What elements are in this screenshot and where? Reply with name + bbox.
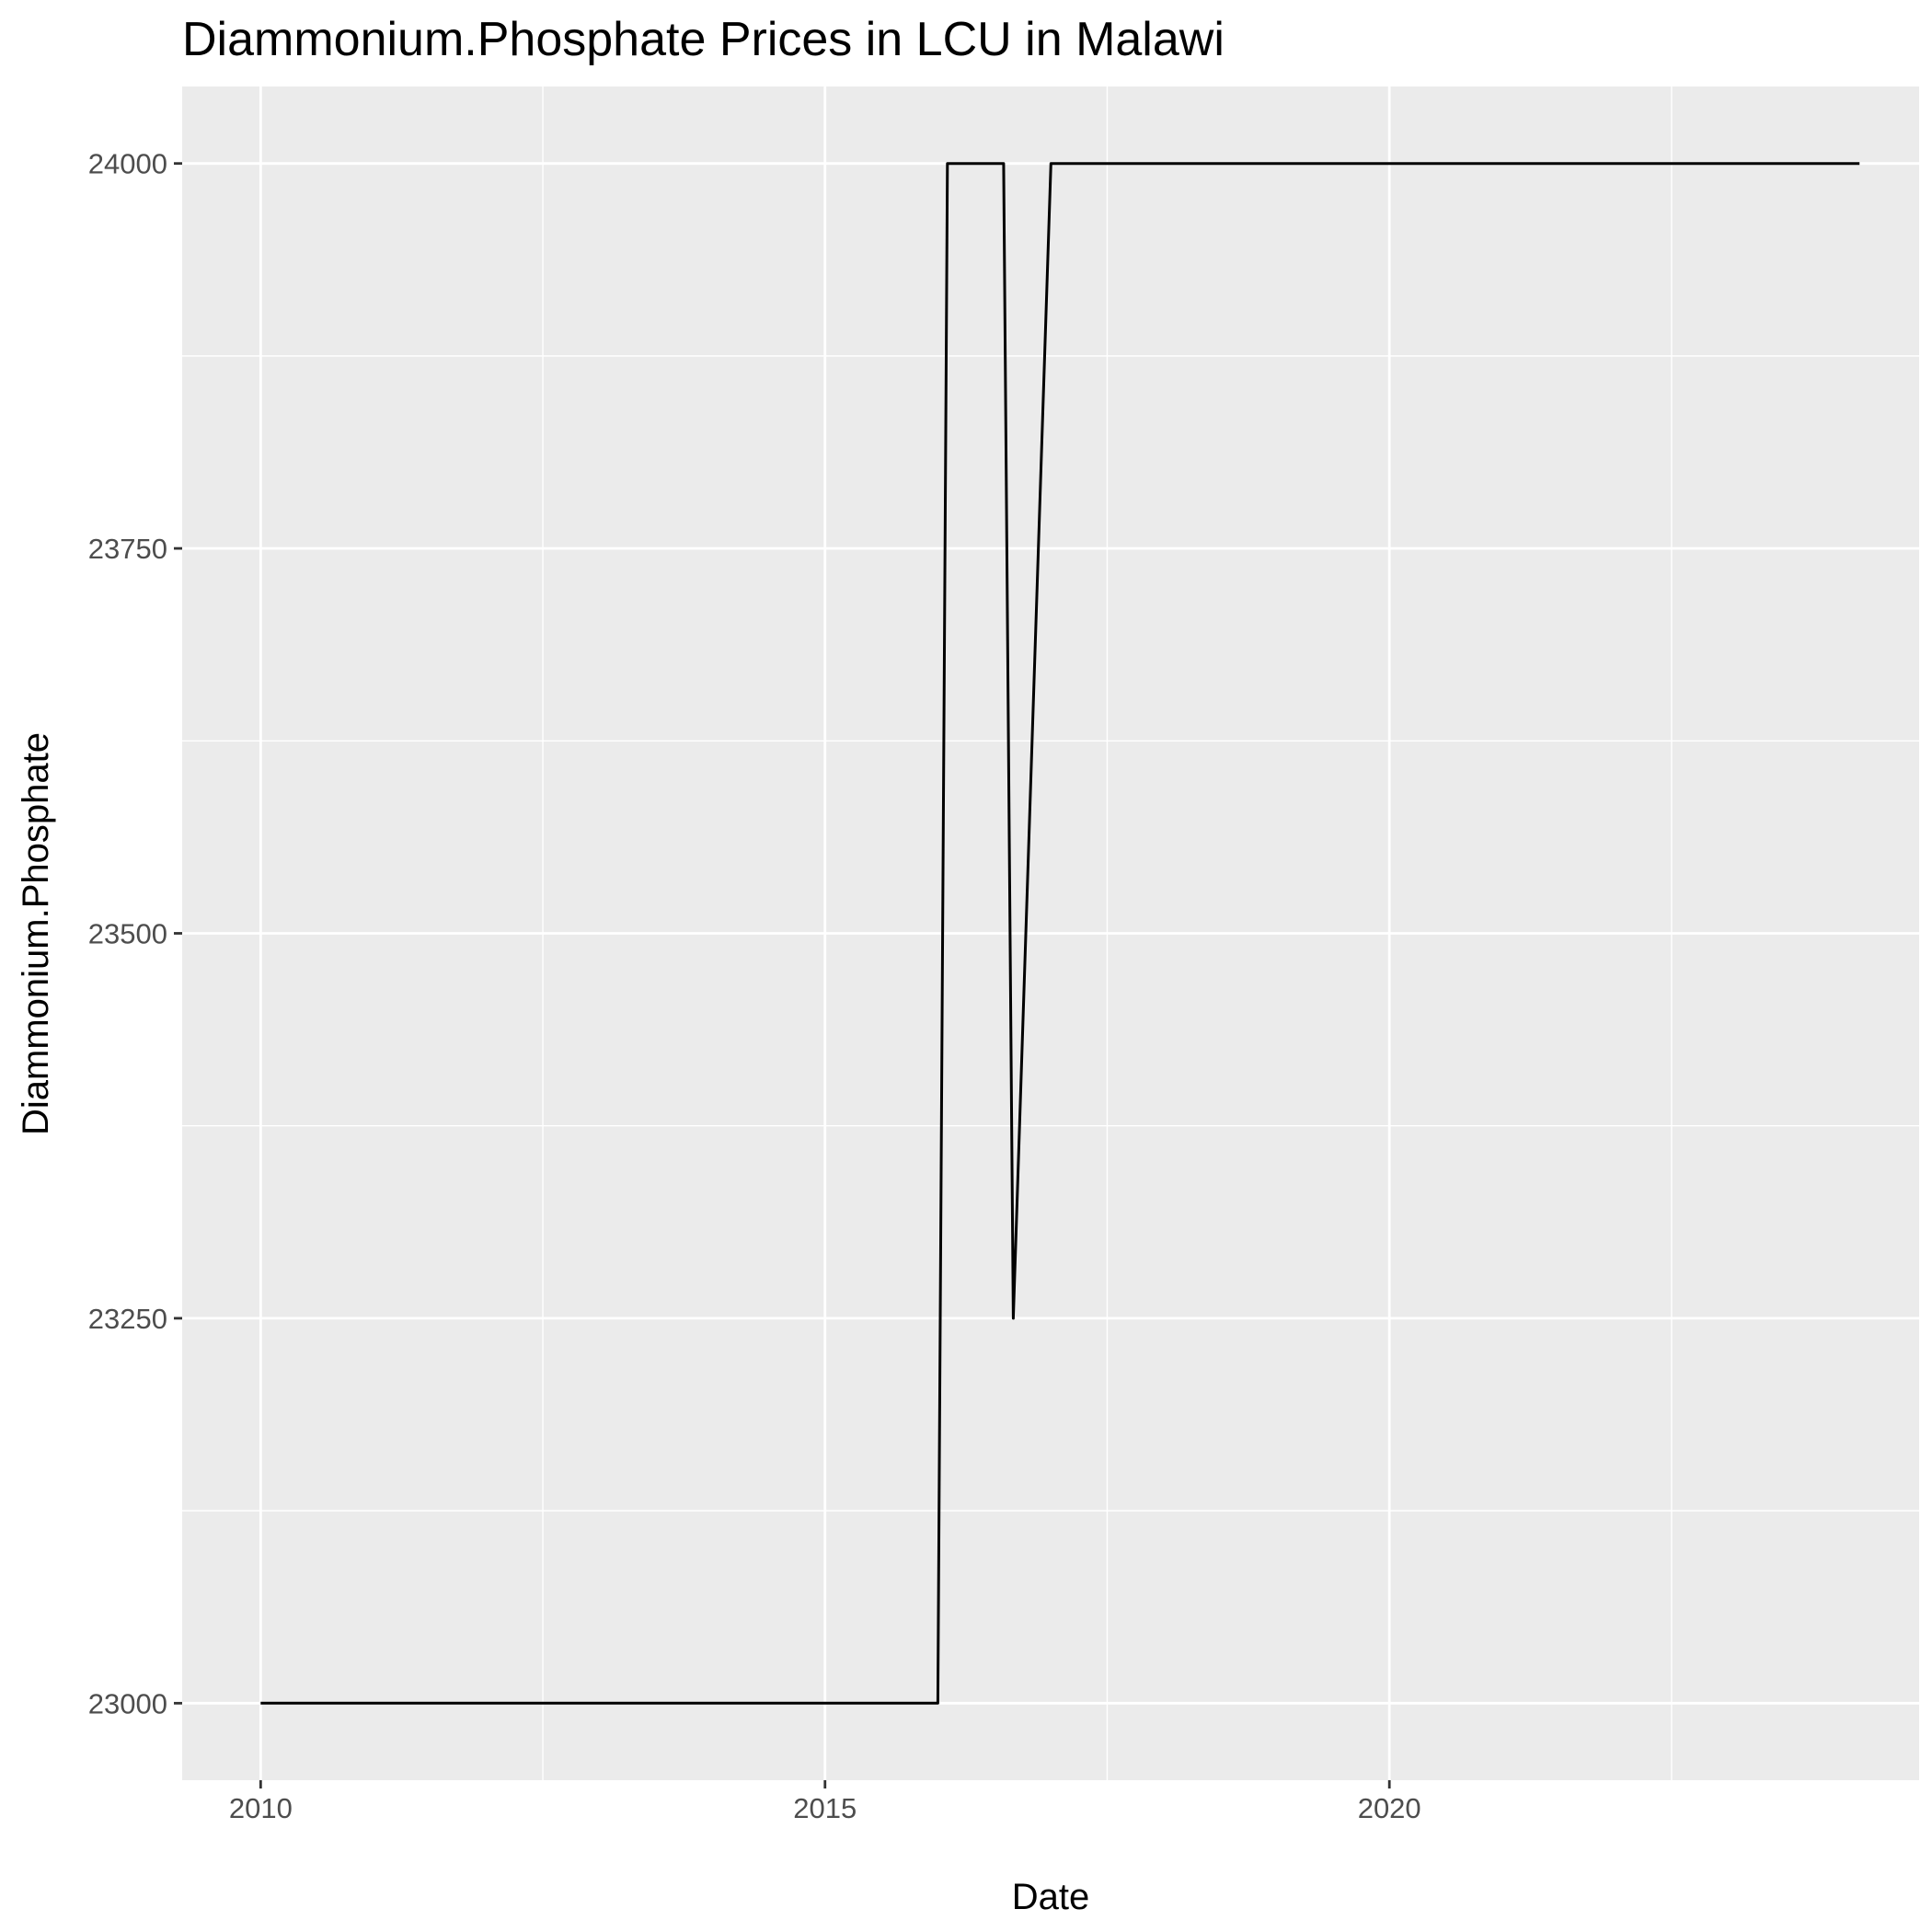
x-tick-label: 2020 <box>1358 1792 1421 1824</box>
x-axis: 2010 2015 2020 <box>229 1780 1421 1824</box>
y-tick-label: 23000 <box>88 1687 167 1719</box>
y-axis: 23000 23250 23500 23750 24000 <box>88 148 182 1719</box>
x-tick-label: 2015 <box>793 1792 857 1824</box>
x-axis-title: Date <box>1012 1877 1090 1917</box>
series-line <box>260 162 1860 1705</box>
x-tick-label: 2010 <box>229 1792 293 1824</box>
series-layer <box>260 162 1860 1705</box>
y-axis-title: Diammonium.Phosphate <box>16 732 56 1135</box>
y-tick-label: 23250 <box>88 1303 167 1335</box>
y-tick-label: 23500 <box>88 918 167 950</box>
chart-title: Diammonium.Phosphate Prices in LCU in Ma… <box>182 13 1225 66</box>
y-tick-label: 24000 <box>88 148 167 180</box>
y-tick-label: 23750 <box>88 533 167 565</box>
